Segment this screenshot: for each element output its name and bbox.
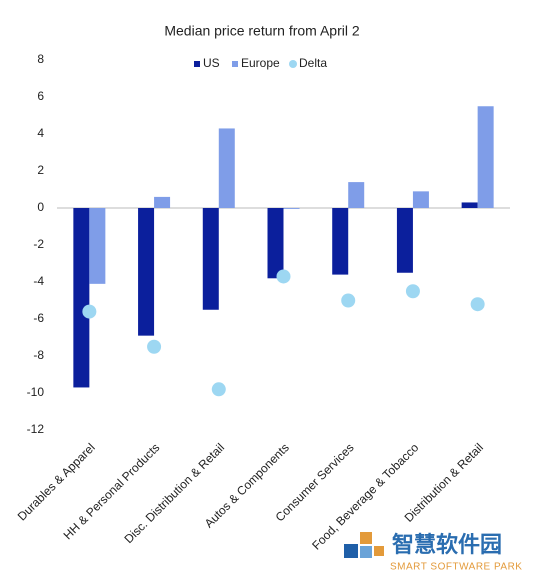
bar <box>332 208 349 275</box>
bar <box>89 208 106 284</box>
logo-square <box>360 546 372 558</box>
bar <box>461 202 478 208</box>
y-tick-label: -12 <box>27 422 45 436</box>
bar <box>267 208 284 279</box>
bar <box>138 208 155 336</box>
delta-dot <box>405 284 420 299</box>
chart-title: Median price return from April 2 <box>164 23 360 39</box>
y-tick-label: 6 <box>37 89 44 103</box>
y-tick-label: -2 <box>33 237 44 251</box>
logo-square <box>374 546 384 556</box>
bar <box>396 208 413 273</box>
y-tick-label: -8 <box>33 348 44 362</box>
watermark-subtitle: SMART SOFTWARE PARK <box>390 562 522 573</box>
y-tick-label: 4 <box>37 126 44 140</box>
legend-label: US <box>203 56 220 70</box>
logo-square <box>344 544 358 558</box>
y-tick-label: -4 <box>33 274 44 288</box>
logo-square <box>360 532 372 544</box>
y-tick-label: 8 <box>37 52 44 66</box>
watermark-title: 智慧软件园 <box>392 532 502 557</box>
bar <box>283 208 300 209</box>
bar <box>218 128 235 208</box>
y-tick-label: -6 <box>33 311 44 325</box>
legend-marker <box>232 61 238 67</box>
y-tick-label: 2 <box>37 163 44 177</box>
bar <box>412 191 429 208</box>
y-tick-label: -10 <box>27 385 45 399</box>
bar <box>348 182 365 208</box>
delta-dot <box>470 297 485 312</box>
delta-dot <box>82 304 97 319</box>
delta-dot <box>341 293 356 308</box>
delta-dot <box>147 339 162 354</box>
legend-label: Delta <box>299 56 327 70</box>
legend-label: Europe <box>241 56 280 70</box>
y-tick-label: 0 <box>37 200 44 214</box>
bar <box>477 106 494 208</box>
watermark: 智慧软件园 SMART SOFTWARE PARK <box>344 532 522 573</box>
delta-dot <box>276 269 291 284</box>
legend-marker <box>194 61 200 67</box>
delta-dot <box>211 382 226 397</box>
legend-marker <box>289 60 297 68</box>
bar <box>154 196 171 208</box>
bar <box>202 208 219 310</box>
bar <box>73 208 90 388</box>
